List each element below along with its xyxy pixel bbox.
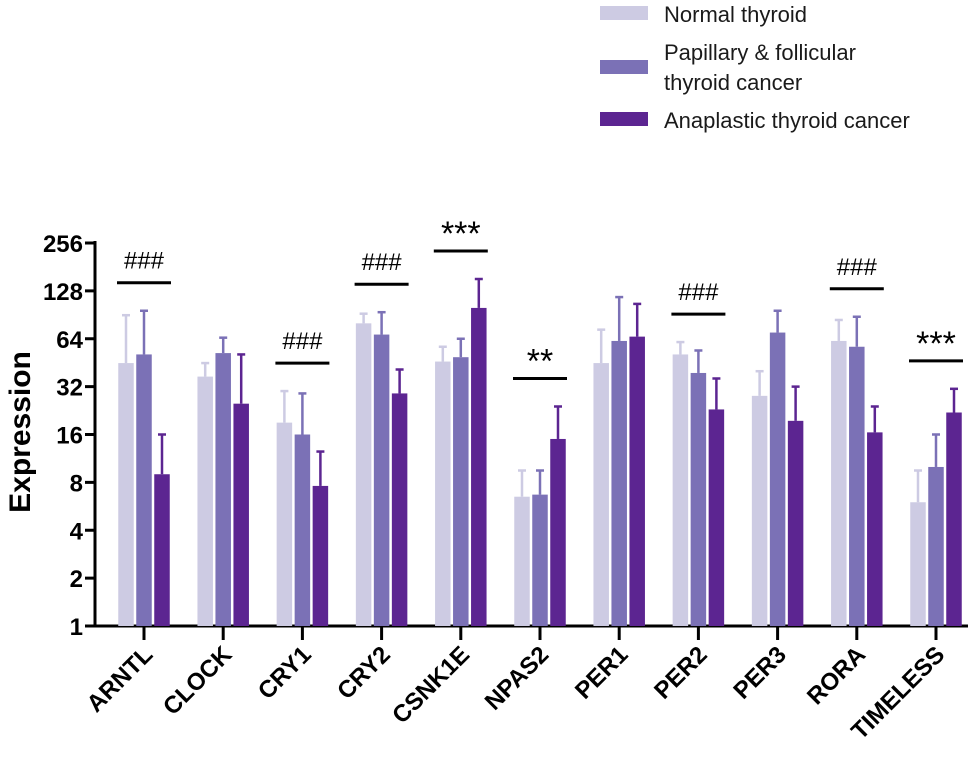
bar-CRY2-1: [373, 334, 390, 626]
y-tick-label-128: 128: [43, 279, 83, 306]
y-tick-label-64: 64: [56, 327, 83, 354]
y-tick-label-256: 256: [43, 231, 83, 258]
legend-item-normal: Normal thyroid: [600, 0, 807, 30]
x-tick-label-RORA: RORA: [802, 641, 871, 710]
y-axis-label: Expression: [4, 351, 37, 513]
x-tick-label-PER1: PER1: [570, 641, 633, 704]
bar-PER3-2: [787, 420, 804, 626]
bar-CRY2-0: [355, 323, 372, 626]
legend-swatch-anaplastic: [600, 112, 648, 126]
bar-ARNTL-2: [154, 474, 170, 626]
bar-PER1-0: [593, 363, 609, 626]
x-tick-label-CRY1: CRY1: [253, 641, 317, 705]
bar-PER3-0: [751, 395, 768, 626]
x-tick-label-NPAS2: NPAS2: [480, 641, 554, 715]
bars: [118, 277, 962, 626]
bar-TIMELESS-0: [910, 502, 926, 626]
bar-CRY2-2: [391, 393, 408, 626]
bar-CRY1-1: [294, 434, 311, 626]
legend-label-normal: Normal thyroid: [664, 2, 808, 27]
bar-CSNK1E-0: [435, 361, 451, 626]
y-tick-label-4: 4: [70, 518, 84, 545]
bar-NPAS2-2: [550, 438, 566, 626]
x-tick-label-CRY2: CRY2: [332, 641, 396, 705]
y-tick-label-1: 1: [70, 614, 83, 641]
y-tick-label-16: 16: [56, 423, 83, 450]
sig-label-NPAS2: **: [527, 342, 553, 380]
bar-PER2-0: [672, 354, 689, 626]
bar-NPAS2-1: [532, 494, 548, 626]
bar-ARNTL-0: [118, 363, 134, 626]
legend-swatch-papillary: [600, 60, 648, 74]
bar-CRY1-0: [276, 422, 293, 626]
bar-PER2-1: [690, 372, 707, 626]
bar-TIMELESS-1: [928, 466, 944, 626]
bar-ARNTL-1: [136, 354, 152, 626]
sig-label-PER2: ###: [678, 279, 719, 306]
y-axis: 1 2 4 8 16 32 64 128 256: [43, 231, 97, 641]
legend-label-anaplastic: Anaplastic thyroid cancer: [664, 108, 910, 133]
bar-NPAS2-0: [514, 496, 530, 626]
sig-label-TIMELESS: ***: [916, 325, 956, 363]
x-tick-label-ARNTL: ARNTL: [82, 641, 159, 718]
sig-label-CSNK1E: ***: [441, 215, 481, 253]
bar-CSNK1E-2: [471, 307, 487, 626]
sig-label-CRY2: ###: [362, 249, 403, 276]
bar-PER3-1: [769, 332, 786, 626]
bar-PER1-2: [629, 336, 645, 626]
bar-CLOCK-0: [197, 376, 213, 626]
bar-CSNK1E-1: [453, 357, 469, 626]
sig-label-CRY1: ###: [282, 328, 323, 355]
sig-label-ARNTL: ###: [124, 248, 165, 275]
y-tick-label-8: 8: [70, 470, 83, 497]
legend-item-anaplastic: Anaplastic thyroid cancer: [600, 106, 910, 136]
sig-label-RORA: ###: [837, 254, 878, 281]
bar-PER1-1: [611, 340, 627, 626]
bar-TIMELESS-2: [946, 412, 962, 626]
x-tick-label-PER3: PER3: [728, 641, 791, 704]
y-tick-label-2: 2: [70, 566, 83, 593]
x-tick-label-CLOCK: CLOCK: [158, 641, 238, 721]
y-tick-label-32: 32: [56, 375, 83, 402]
bar-CLOCK-1: [215, 353, 231, 626]
bar-CRY1-2: [312, 485, 329, 626]
x-tick-label-PER2: PER2: [649, 641, 712, 704]
bar-RORA-1: [849, 346, 865, 626]
bar-RORA-2: [867, 432, 883, 626]
legend-item-papillary: Papillary & follicular thyroid cancer: [600, 38, 856, 98]
x-tick-label-CSNK1E: CSNK1E: [387, 641, 475, 729]
bar-CLOCK-2: [233, 403, 249, 626]
legend-label-papillary: Papillary & follicular thyroid cancer: [664, 40, 856, 95]
annotations: #########*****######***: [117, 215, 963, 380]
bar-PER2-2: [708, 409, 725, 626]
bar-RORA-0: [831, 340, 847, 626]
legend-swatch-normal: [600, 6, 648, 20]
